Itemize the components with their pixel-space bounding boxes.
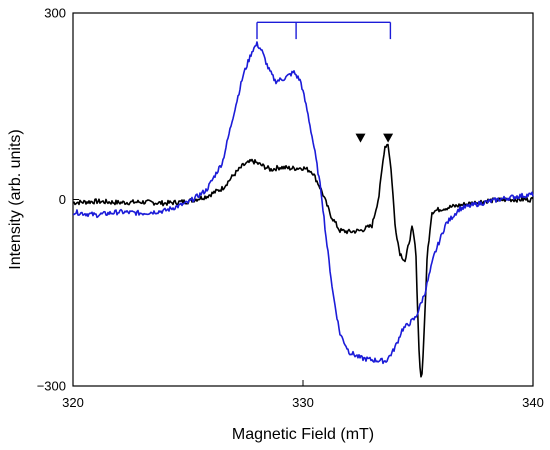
annotation-layer (256, 21, 394, 143)
triangle-down-icon (355, 133, 366, 143)
y-axis-ticks: −300 0 300 (37, 6, 79, 394)
series-layer (72, 41, 534, 378)
series-line-black (72, 143, 534, 378)
plot-frame (72, 12, 534, 387)
y-tick-label: −300 (37, 379, 66, 394)
y-tick-label: 0 (59, 192, 66, 207)
series-line-blue (72, 41, 534, 365)
triangle-down-icon (383, 133, 394, 143)
y-tick-label: 300 (44, 6, 66, 21)
x-tick-label: 320 (62, 395, 84, 410)
x-axis-ticks: 320 330 340 (62, 380, 544, 410)
x-tick-label: 330 (292, 395, 314, 410)
y-axis-label: Intensity (arb. units) (7, 129, 24, 270)
x-tick-label: 340 (522, 395, 544, 410)
x-axis-label: Magnetic Field (mT) (232, 426, 374, 443)
